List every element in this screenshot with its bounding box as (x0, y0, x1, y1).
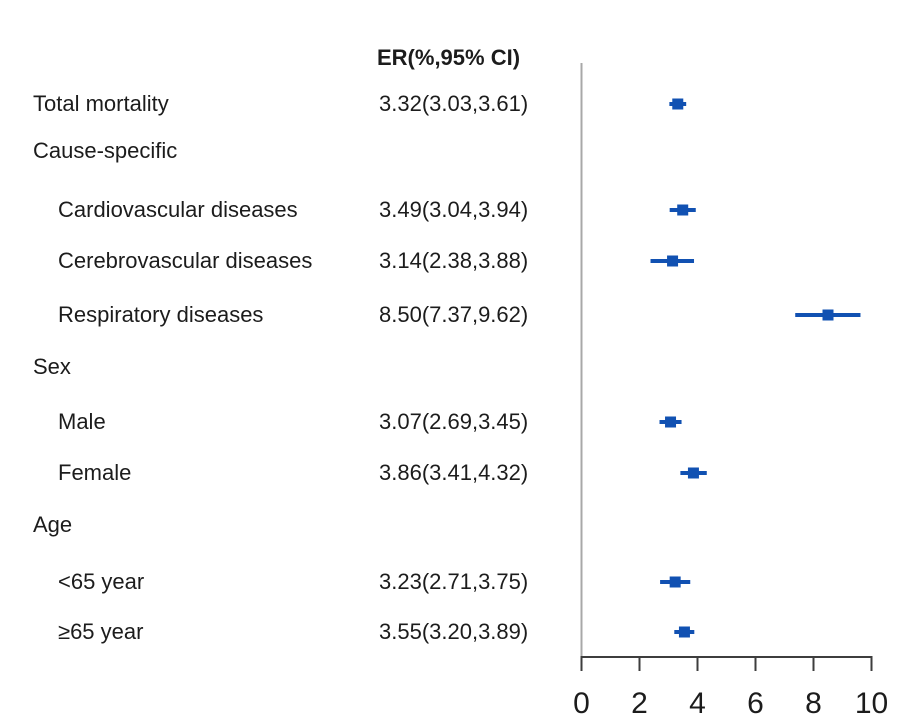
er-column-header: ER(%,95% CI) (377, 45, 521, 70)
row-label: Respiratory diseases (58, 302, 264, 327)
row-label: Sex (33, 354, 71, 379)
row-label: Female (58, 460, 132, 485)
row-label: ≥65 year (58, 619, 144, 644)
point-estimate-square (665, 416, 677, 428)
x-tick-label: 2 (631, 687, 648, 720)
point-estimate-square (672, 98, 684, 110)
x-tick-label: 4 (689, 687, 706, 720)
point-estimate-square (669, 576, 681, 588)
point-estimate-square (687, 467, 699, 479)
er-value: 3.32(3.03,3.61) (379, 91, 529, 116)
ci-marker (795, 309, 861, 321)
ci-marker (674, 626, 695, 638)
row-label: Total mortality (33, 91, 169, 116)
er-value: 3.49(3.04,3.94) (379, 197, 529, 222)
er-value: 3.23(2.71,3.75) (379, 569, 529, 594)
ci-marker (660, 576, 691, 588)
x-tick-label: 10 (855, 687, 888, 720)
ci-marker (659, 416, 682, 428)
er-value: 3.07(2.69,3.45) (379, 409, 529, 434)
point-estimate-square (822, 309, 834, 321)
point-estimate-square (678, 626, 690, 638)
point-estimate-square (677, 204, 689, 216)
row-label: Age (33, 512, 73, 537)
er-value: 8.50(7.37,9.62) (379, 302, 529, 327)
ci-marker (669, 204, 696, 216)
x-tick-label: 6 (747, 687, 764, 720)
ci-marker (680, 467, 707, 479)
row-label: Cerebrovascular diseases (58, 248, 313, 273)
x-tick-label: 8 (805, 687, 822, 720)
er-value: 3.55(3.20,3.89) (379, 619, 529, 644)
ci-marker (650, 255, 695, 267)
row-label: Male (58, 409, 106, 434)
row-label: Cardiovascular diseases (58, 197, 298, 222)
x-tick-label: 0 (573, 687, 590, 720)
er-value: 3.86(3.41,4.32) (379, 460, 529, 485)
point-estimate-square (667, 255, 679, 267)
row-label: <65 year (58, 569, 145, 594)
ci-marker (669, 98, 687, 110)
er-value: 3.14(2.38,3.88) (379, 248, 529, 273)
row-label: Cause-specific (33, 138, 178, 163)
